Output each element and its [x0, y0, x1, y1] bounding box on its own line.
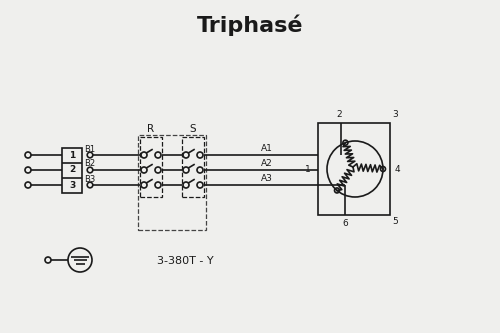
Text: 4: 4 [395, 165, 400, 173]
Text: R: R [148, 124, 154, 134]
Text: 1: 1 [69, 151, 75, 160]
Bar [62, 148, 82, 192]
Text: 2: 2 [69, 166, 75, 174]
Text: B3: B3 [84, 174, 95, 183]
Bar [140, 137, 162, 197]
Text: Triphasé: Triphasé [197, 15, 303, 37]
Text: 3: 3 [392, 110, 398, 119]
Bar [138, 135, 206, 230]
Text: B2: B2 [84, 160, 95, 168]
Text: 5: 5 [392, 217, 398, 226]
Text: B1: B1 [84, 145, 95, 154]
Text: 1: 1 [305, 166, 311, 174]
Text: S: S [190, 124, 196, 134]
Bar [318, 123, 390, 215]
Text: 6: 6 [342, 219, 348, 228]
Text: A1: A1 [261, 144, 273, 153]
Text: 3: 3 [69, 180, 75, 189]
Bar [182, 137, 204, 197]
Text: A3: A3 [261, 174, 273, 183]
Text: 3-380T - Y: 3-380T - Y [156, 256, 214, 266]
Text: A2: A2 [261, 159, 273, 168]
Text: 2: 2 [336, 110, 342, 119]
